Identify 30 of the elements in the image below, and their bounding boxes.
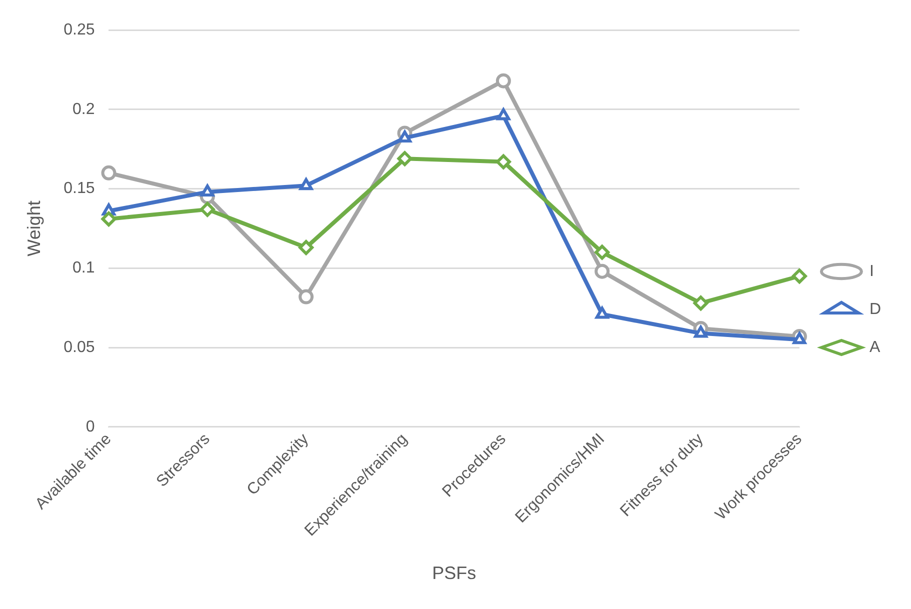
x-axis-title: PSFs xyxy=(432,563,476,584)
point xyxy=(496,73,511,88)
point xyxy=(693,296,708,311)
point xyxy=(496,154,511,170)
point xyxy=(694,326,708,338)
legend-label: I xyxy=(869,262,874,280)
point xyxy=(595,306,609,319)
point xyxy=(200,202,215,217)
point xyxy=(594,264,610,279)
point xyxy=(398,130,412,142)
point xyxy=(200,184,214,196)
point xyxy=(496,108,510,120)
y-tick-label: 0.05 xyxy=(64,338,95,356)
y-tick-label: 0.25 xyxy=(64,21,95,38)
legend-label: D xyxy=(869,300,882,318)
y-tick-label: 0.2 xyxy=(72,100,95,118)
point xyxy=(298,240,314,256)
y-tick-label: 0.1 xyxy=(72,260,95,277)
y-axis-title: Weight xyxy=(24,200,44,256)
point xyxy=(101,211,116,226)
point xyxy=(298,289,314,304)
point xyxy=(299,178,313,190)
point xyxy=(792,332,806,344)
point xyxy=(101,165,116,180)
point xyxy=(792,268,807,284)
y-tick-label: 0 xyxy=(86,418,95,436)
y-tick-label: 0.15 xyxy=(64,180,95,198)
point xyxy=(594,244,610,260)
point xyxy=(397,151,412,166)
legend-label: A xyxy=(869,338,880,356)
